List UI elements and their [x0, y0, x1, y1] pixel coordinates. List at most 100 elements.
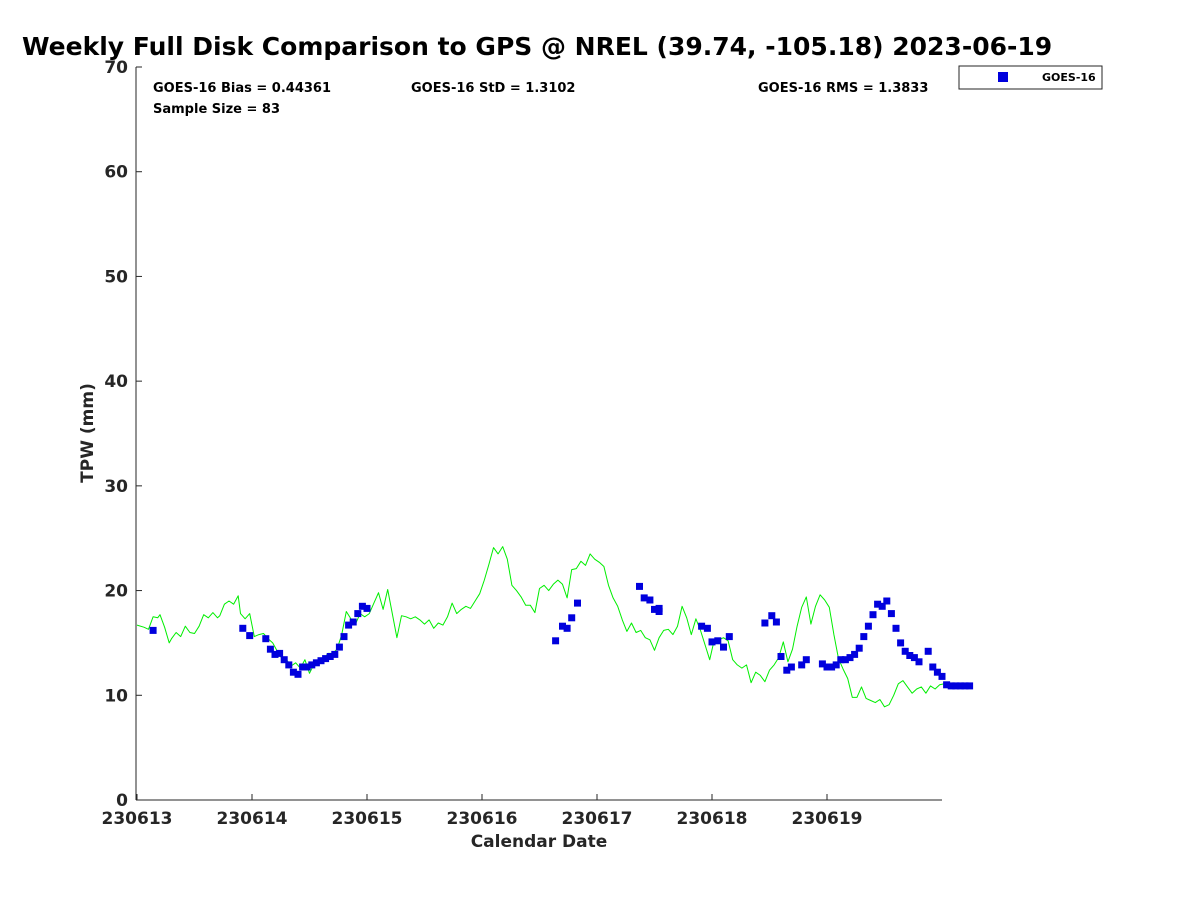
goes-16-point	[698, 622, 706, 630]
goes-16-point	[929, 663, 937, 671]
goes-16-point	[276, 649, 284, 657]
goes-16-point	[285, 661, 293, 669]
goes-16-point	[646, 596, 654, 604]
goes-16-point	[335, 643, 343, 651]
goes-16-point	[901, 647, 909, 655]
goes-16-point	[312, 659, 320, 667]
goes-16-point	[363, 604, 371, 612]
goes-16-point	[326, 653, 334, 660]
goes-16-point	[846, 654, 854, 662]
x-axis-ticks: 230613 230614 230615 230616 230617 230618 2306…	[102, 794, 863, 829]
goes-16-point	[720, 643, 727, 651]
legend-marker-goes	[998, 72, 1008, 82]
y-axis-label: TPW (mm)	[78, 383, 98, 483]
goes-16-point	[761, 619, 769, 627]
goes-16-point	[271, 650, 279, 658]
goes-16-point	[559, 622, 566, 630]
goes-16-point	[924, 647, 932, 655]
y-tick-label: 50	[104, 267, 128, 287]
goes-16-point	[262, 635, 270, 643]
sample-size-stat: Sample Size = 83	[153, 102, 280, 117]
goes-16-point	[887, 610, 895, 618]
goes-16-point	[933, 668, 941, 676]
goes-16-point	[897, 639, 905, 647]
goes-16-point	[149, 626, 157, 634]
x-tick-label: 230615	[332, 809, 403, 829]
rms-stat: GOES-16 RMS = 1.3833	[758, 81, 928, 96]
goes-16-point	[841, 656, 849, 664]
goes-16-point	[883, 597, 891, 605]
goes-16-point	[331, 650, 339, 658]
goes-16-point	[787, 663, 795, 671]
x-axis-label: Calendar Date	[471, 832, 608, 852]
goes-16-point	[552, 637, 560, 645]
goes-16-point	[874, 600, 882, 608]
goes-16-point	[961, 682, 969, 690]
x-tick-label: 230616	[447, 809, 518, 829]
goes-16-point	[915, 658, 923, 666]
goes-16-point	[910, 654, 918, 662]
y-tick-label: 20	[104, 582, 128, 602]
goes-16-point	[640, 594, 648, 602]
y-tick-label: 40	[104, 372, 128, 392]
goes-16-point	[892, 624, 900, 632]
goes-16-point	[818, 660, 826, 668]
goes-16-point	[349, 618, 357, 626]
goes-16-point	[358, 602, 366, 610]
goes-16-point	[299, 663, 307, 671]
goes-16-point	[777, 653, 785, 660]
goes-16-point	[860, 633, 868, 641]
goes-16-point	[798, 661, 806, 669]
chart-title: Weekly Full Disk Comparison to GPS @ NRE…	[22, 32, 1052, 61]
goes-16-point	[354, 610, 362, 618]
y-tick-label: 10	[104, 686, 128, 706]
goes-16-point	[708, 638, 716, 646]
y-tick-label: 0	[116, 791, 128, 811]
legend-label-goes: GOES-16	[1042, 71, 1096, 84]
goes-16-point	[289, 668, 297, 676]
goes-16-point	[266, 645, 274, 653]
goes-16-point	[703, 624, 711, 632]
goes-16-point	[280, 656, 288, 664]
goes-16-point	[655, 608, 663, 615]
goes-16-point	[574, 599, 581, 607]
goes-16-point	[906, 652, 914, 659]
series-layer	[136, 546, 974, 708]
goes-16-point	[855, 644, 863, 652]
x-tick-label: 230613	[102, 809, 173, 829]
goes-16-point	[869, 611, 877, 619]
y-tick-label: 60	[104, 163, 128, 183]
std-stat: GOES-16 StD = 1.3102	[411, 81, 575, 96]
goes-16-point	[828, 663, 836, 671]
y-tick-label: 70	[104, 58, 128, 78]
goes-16-point	[938, 672, 946, 680]
goes-16-point	[345, 621, 353, 629]
goes-16-point	[956, 682, 964, 690]
legend: GOES-16	[958, 65, 1103, 90]
goes-16-point	[246, 632, 254, 640]
goes-16-point	[851, 650, 859, 658]
goes-16-point	[568, 614, 576, 622]
goes-16-point	[239, 624, 247, 632]
goes-16-point	[725, 633, 733, 641]
goes-16-point	[943, 681, 951, 689]
x-tick-label: 230614	[217, 809, 288, 829]
goes-16-point	[772, 618, 780, 626]
goes-16-point	[832, 661, 840, 669]
goes-16-point	[864, 622, 872, 630]
gps-tpw-line	[136, 546, 963, 708]
goes-16-point	[947, 682, 955, 690]
goes-16-point	[303, 663, 311, 671]
goes-16-point	[563, 624, 571, 632]
goes-16-point	[837, 656, 845, 664]
y-axis-ticks: 0 10 20 30 40 50 60 70	[104, 58, 142, 811]
goes-16-point	[636, 582, 643, 590]
x-tick-label: 230619	[792, 809, 863, 829]
legend-box	[958, 65, 1103, 90]
goes-16-point	[783, 666, 791, 674]
goes-16-point	[966, 682, 974, 690]
goes-16-point	[308, 661, 316, 669]
goes-16-point	[952, 682, 960, 690]
goes-16-point	[823, 663, 831, 671]
